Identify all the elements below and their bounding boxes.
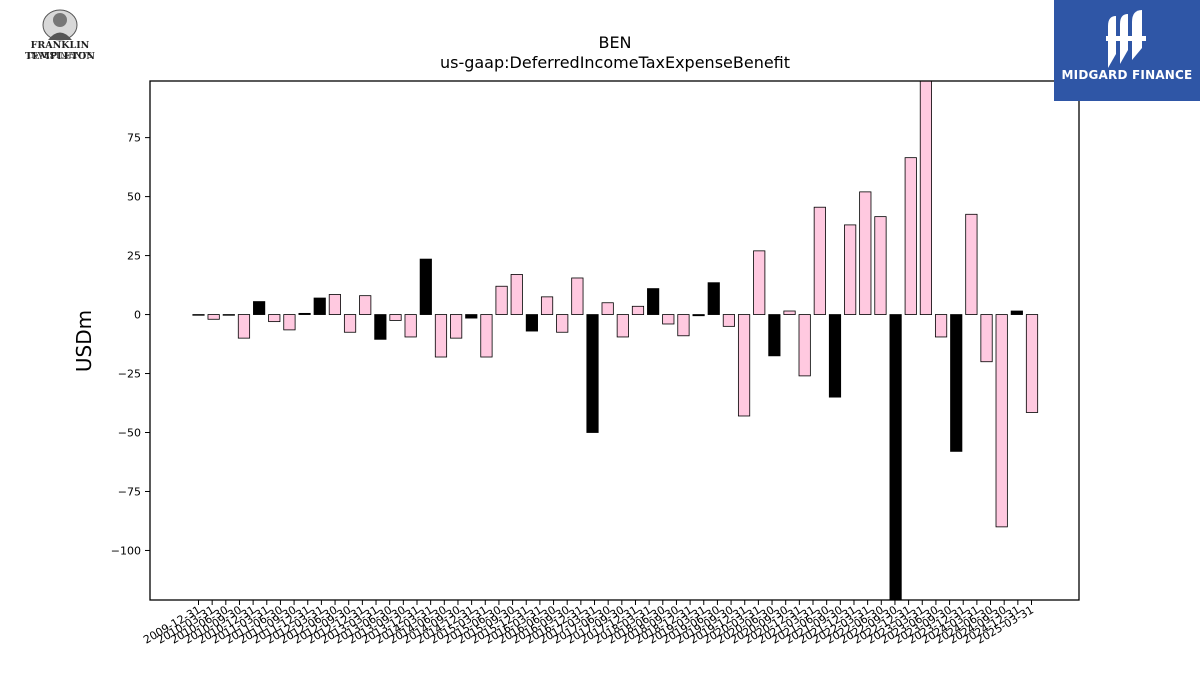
bar xyxy=(919,80,933,315)
bar xyxy=(662,314,675,325)
bar xyxy=(753,250,766,315)
bar xyxy=(434,314,448,358)
bar xyxy=(328,294,341,315)
y-tick-label: 50 xyxy=(127,191,141,204)
bar xyxy=(813,206,826,315)
bar xyxy=(298,312,311,315)
bar xyxy=(601,302,614,315)
bar xyxy=(419,258,432,315)
y-tick-label: 25 xyxy=(127,250,141,263)
logo-name-line2: INVESTMENTS xyxy=(27,51,93,60)
y-tick-label: 0 xyxy=(134,309,141,322)
midgard-mark-icon xyxy=(1106,10,1146,68)
bar xyxy=(647,288,660,315)
bar xyxy=(965,213,978,315)
bar xyxy=(722,314,735,327)
bar xyxy=(980,314,993,363)
midgard-finance-logo: MIDGARD FINANCE xyxy=(1054,0,1200,101)
bar xyxy=(465,314,478,319)
bar xyxy=(828,314,842,398)
bar xyxy=(768,314,781,357)
bar xyxy=(404,314,417,338)
bar xyxy=(450,314,463,339)
bar xyxy=(525,314,538,332)
y-tick-label: −50 xyxy=(118,427,141,440)
bar xyxy=(510,274,523,315)
bar xyxy=(950,314,963,452)
bar xyxy=(540,296,554,315)
bar xyxy=(783,310,796,315)
bar xyxy=(389,314,402,321)
bar xyxy=(268,314,281,323)
y-axis-label: USDm xyxy=(72,310,96,372)
bar xyxy=(192,314,205,316)
bar xyxy=(495,285,508,315)
bar xyxy=(859,191,872,315)
bar xyxy=(1025,314,1039,413)
x-axis: 2009-12-312010-03-312010-06-302010-09-30… xyxy=(141,600,1036,647)
bar xyxy=(283,314,296,331)
bar xyxy=(934,314,948,338)
bar xyxy=(692,314,705,317)
bar xyxy=(874,216,887,315)
y-tick-label: −75 xyxy=(118,485,141,498)
bar xyxy=(631,305,645,315)
bar xyxy=(586,314,599,433)
bar xyxy=(616,314,629,338)
logo-name-line1: FRANKLIN TEMPLETON xyxy=(25,40,95,62)
bar xyxy=(995,314,1008,528)
bar xyxy=(904,157,917,315)
bars-group xyxy=(192,80,1039,601)
bar xyxy=(844,224,857,315)
y-tick-label: −100 xyxy=(111,544,141,557)
bar xyxy=(313,297,326,315)
bar xyxy=(207,314,220,320)
chart-title: BEN xyxy=(598,33,631,52)
bar xyxy=(253,301,266,315)
bar xyxy=(889,314,902,601)
y-tick-label: −25 xyxy=(118,368,141,381)
bar xyxy=(237,314,251,339)
bar xyxy=(798,314,811,377)
bar xyxy=(556,314,569,333)
bar xyxy=(343,314,357,333)
bar xyxy=(707,282,720,315)
y-tick-label: 75 xyxy=(127,132,141,145)
bar xyxy=(677,314,690,337)
bar xyxy=(571,277,584,315)
y-axis: 75 50 25 0 −25 −50 −75 −100 xyxy=(111,132,150,557)
bar xyxy=(1010,310,1023,315)
bar xyxy=(480,314,493,358)
plot-frame xyxy=(149,80,1080,601)
bar xyxy=(374,314,387,340)
midgard-brand-text: MIDGARD FINANCE xyxy=(1061,68,1193,82)
bar xyxy=(222,314,235,316)
bar xyxy=(359,295,372,315)
portrait-medallion-icon xyxy=(42,9,78,41)
chart-subtitle: us-gaap:DeferredIncomeTaxExpenseBenefit xyxy=(440,53,790,72)
franklin-templeton-logo: FRANKLIN TEMPLETON INVESTMENTS xyxy=(0,0,120,70)
bar xyxy=(737,314,751,417)
